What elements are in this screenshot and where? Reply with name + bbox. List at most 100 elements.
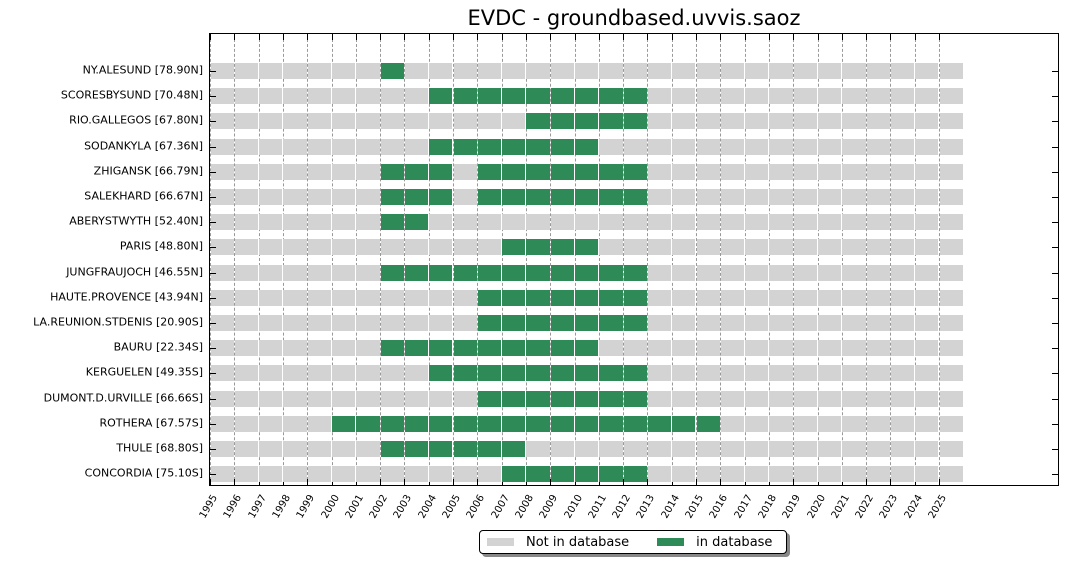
x-tick bbox=[598, 34, 600, 40]
cell-not-in-database bbox=[866, 214, 890, 231]
gridline bbox=[234, 34, 236, 485]
cell-in-database bbox=[623, 390, 647, 407]
cell-in-database bbox=[575, 88, 599, 105]
gridline bbox=[817, 34, 819, 485]
cell-not-in-database bbox=[745, 415, 769, 432]
cell-not-in-database bbox=[453, 189, 477, 205]
y-tick bbox=[210, 146, 216, 148]
x-tick-label: 2015 bbox=[683, 493, 706, 521]
cell-not-in-database bbox=[696, 289, 720, 306]
cell-in-database bbox=[380, 441, 404, 457]
cell-in-database bbox=[550, 264, 574, 281]
cell-not-in-database bbox=[453, 163, 477, 180]
cell-not-in-database bbox=[429, 239, 453, 256]
cell-not-in-database bbox=[793, 239, 817, 256]
cell-not-in-database bbox=[672, 365, 696, 382]
y-tick bbox=[1052, 398, 1058, 400]
cell-in-database bbox=[550, 163, 574, 180]
x-tick bbox=[744, 34, 746, 40]
cell-not-in-database bbox=[283, 441, 307, 457]
gridline bbox=[355, 34, 357, 485]
cell-not-in-database bbox=[890, 239, 915, 256]
x-tick bbox=[647, 34, 649, 40]
cell-not-in-database bbox=[866, 113, 890, 130]
cell-not-in-database bbox=[356, 113, 380, 130]
cell-not-in-database bbox=[356, 138, 380, 155]
x-tick bbox=[890, 34, 892, 40]
cell-not-in-database bbox=[842, 88, 866, 105]
cell-in-database bbox=[575, 315, 599, 331]
cell-not-in-database bbox=[332, 163, 356, 180]
cell-in-database bbox=[599, 289, 623, 306]
cell-not-in-database bbox=[502, 63, 526, 79]
cell-not-in-database bbox=[769, 113, 793, 130]
cell-not-in-database bbox=[429, 390, 453, 407]
gridline bbox=[525, 34, 527, 485]
cell-in-database bbox=[599, 315, 623, 331]
cell-not-in-database bbox=[793, 340, 817, 357]
cell-in-database bbox=[599, 88, 623, 105]
cell-in-database bbox=[623, 189, 647, 205]
cell-not-in-database bbox=[793, 113, 817, 130]
cell-not-in-database bbox=[769, 264, 793, 281]
cell-not-in-database bbox=[745, 88, 769, 105]
cell-not-in-database bbox=[332, 289, 356, 306]
cell-not-in-database bbox=[283, 239, 307, 256]
cell-in-database bbox=[623, 365, 647, 382]
cell-not-in-database bbox=[453, 63, 477, 79]
cell-not-in-database bbox=[842, 390, 866, 407]
cell-not-in-database bbox=[866, 365, 890, 382]
cell-in-database bbox=[429, 365, 453, 382]
cell-in-database bbox=[380, 340, 404, 357]
cell-not-in-database bbox=[793, 466, 817, 483]
x-tick bbox=[550, 34, 552, 40]
y-tick bbox=[1052, 449, 1058, 450]
cell-not-in-database bbox=[647, 63, 672, 79]
cell-in-database bbox=[550, 189, 574, 205]
cell-not-in-database bbox=[745, 466, 769, 483]
cell-not-in-database bbox=[234, 214, 259, 231]
cell-not-in-database bbox=[696, 315, 720, 331]
cell-not-in-database bbox=[915, 315, 939, 331]
cell-not-in-database bbox=[404, 289, 429, 306]
cell-not-in-database bbox=[696, 113, 720, 130]
cell-not-in-database bbox=[356, 239, 380, 256]
gridline bbox=[939, 34, 940, 485]
cell-not-in-database bbox=[647, 365, 672, 382]
chart-title: EVDC - groundbased.uvvis.saoz bbox=[0, 6, 1068, 30]
cell-not-in-database bbox=[866, 415, 890, 432]
cell-not-in-database bbox=[210, 163, 234, 180]
cell-in-database bbox=[453, 340, 477, 357]
cell-not-in-database bbox=[283, 340, 307, 357]
gridline bbox=[623, 34, 625, 485]
x-tick-label: 2006 bbox=[465, 493, 488, 521]
cell-not-in-database bbox=[745, 289, 769, 306]
cell-not-in-database bbox=[672, 390, 696, 407]
cell-not-in-database bbox=[769, 189, 793, 205]
cell-not-in-database bbox=[769, 63, 793, 79]
cell-not-in-database bbox=[793, 138, 817, 155]
station-label: ROTHERA [67.57S] bbox=[99, 416, 203, 430]
cell-not-in-database bbox=[210, 264, 234, 281]
y-tick bbox=[210, 398, 216, 400]
cell-not-in-database bbox=[842, 113, 866, 130]
cell-not-in-database bbox=[526, 63, 550, 79]
cell-not-in-database bbox=[259, 63, 283, 79]
y-tick bbox=[1052, 71, 1058, 72]
cell-in-database bbox=[404, 214, 429, 231]
cell-in-database bbox=[502, 163, 526, 180]
cell-in-database bbox=[550, 88, 574, 105]
cell-not-in-database bbox=[720, 264, 745, 281]
cell-not-in-database bbox=[259, 239, 283, 256]
cell-not-in-database bbox=[356, 214, 380, 231]
legend-label: Not in database bbox=[526, 534, 630, 550]
cell-not-in-database bbox=[647, 138, 672, 155]
cell-not-in-database bbox=[769, 466, 793, 483]
cell-in-database bbox=[550, 239, 574, 256]
cell-in-database bbox=[429, 88, 453, 105]
cell-not-in-database bbox=[234, 365, 259, 382]
cell-not-in-database bbox=[404, 315, 429, 331]
cell-in-database bbox=[380, 189, 404, 205]
cell-not-in-database bbox=[745, 340, 769, 357]
gridline bbox=[331, 34, 333, 485]
